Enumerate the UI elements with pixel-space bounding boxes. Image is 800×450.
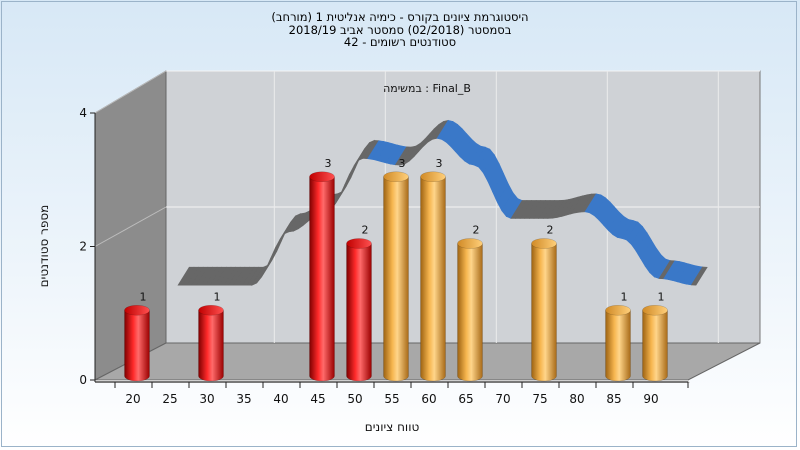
y-tick-label: 2 — [79, 240, 87, 254]
bar-55 — [383, 171, 409, 382]
x-tick-label: 50 — [347, 392, 362, 406]
bar-value-label: 3 — [325, 157, 332, 170]
assignment-label: במשימה : Final_B — [383, 82, 471, 95]
bar-top — [457, 238, 483, 249]
x-axis-title: טווח ציונים — [365, 420, 420, 434]
bar-20 — [124, 305, 150, 382]
x-tick-label: 70 — [495, 392, 510, 406]
bar-top — [642, 305, 668, 316]
bar-50 — [346, 238, 372, 382]
bar-top — [420, 171, 446, 182]
x-tick-label: 25 — [162, 392, 177, 406]
bar-body — [642, 310, 668, 382]
bar-value-label: 1 — [140, 290, 147, 303]
bar-value-label: 2 — [362, 224, 369, 237]
chart-title: היסטוגרמת ציונים בקורס - כימיה אנליטית 1… — [0, 11, 800, 49]
bar-value-label: 1 — [214, 290, 221, 303]
bar-top — [346, 238, 372, 249]
bar-top — [198, 305, 224, 316]
x-tick-label: 40 — [273, 392, 288, 406]
x-tick-label: 20 — [125, 392, 140, 406]
bar-top — [124, 305, 150, 316]
title-line-1: היסטוגרמת ציונים בקורס - כימיה אנליטית 1… — [271, 10, 529, 24]
bar-85 — [605, 305, 631, 382]
x-tick-label: 75 — [532, 392, 547, 406]
title-line-2: בסמסטר (02/2018) סמסטר אביב 2018/19 — [288, 22, 512, 37]
x-tick-label: 45 — [310, 392, 325, 406]
bar-65 — [457, 238, 483, 382]
y-axis-title: מספר סטודנטים — [37, 205, 51, 288]
bar-body — [531, 243, 557, 382]
bar-top — [605, 305, 631, 316]
bar-value-label: 1 — [658, 290, 665, 303]
bar-body — [198, 310, 224, 382]
bar-body — [309, 176, 335, 382]
bar-body — [346, 243, 372, 382]
y-tick-label: 0 — [79, 373, 87, 387]
bar-top — [309, 171, 335, 182]
x-tick-label: 30 — [199, 392, 214, 406]
bar-value-label: 2 — [547, 224, 554, 237]
bar-top — [383, 171, 409, 182]
x-tick-label: 35 — [236, 392, 251, 406]
bar-body — [383, 176, 409, 382]
title-line-3: סטודנטים רשומים - 42 — [343, 35, 457, 49]
x-tick-label: 85 — [606, 392, 621, 406]
bar-45 — [309, 171, 335, 382]
bar-body — [457, 243, 483, 382]
bar-value-label: 3 — [436, 157, 443, 170]
bar-60 — [420, 171, 446, 382]
bar-value-label: 1 — [621, 290, 628, 303]
bar-75 — [531, 238, 557, 382]
bar-body — [420, 176, 446, 382]
y-tick-label: 4 — [79, 106, 87, 120]
bar-value-label: 2 — [473, 224, 480, 237]
bar-30 — [198, 305, 224, 382]
bar-top — [531, 238, 557, 249]
bar-body — [124, 310, 150, 382]
x-tick-label: 80 — [569, 392, 584, 406]
gridline-left — [94, 206, 167, 247]
gridline-left — [94, 70, 167, 114]
bar-value-label: 3 — [399, 157, 406, 170]
x-tick-label: 55 — [384, 392, 399, 406]
x-tick-label: 60 — [421, 392, 436, 406]
bar-body — [605, 310, 631, 382]
trend-ribbon-segment — [690, 266, 708, 286]
x-tick-label: 90 — [643, 392, 658, 406]
bar-90 — [642, 305, 668, 382]
x-tick-label: 65 — [458, 392, 473, 406]
